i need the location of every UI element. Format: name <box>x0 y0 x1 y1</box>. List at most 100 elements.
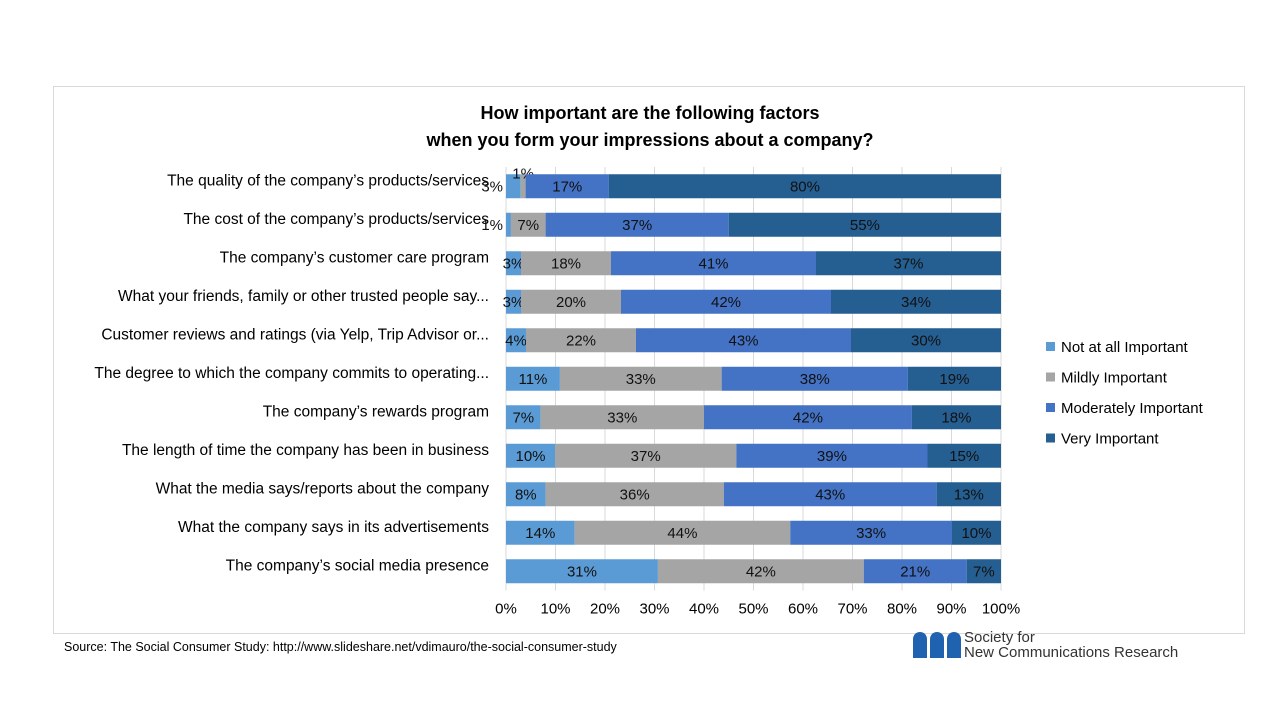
bar-segment <box>831 289 1001 314</box>
data-label: 10% <box>515 448 545 465</box>
x-tick-label: 20% <box>590 601 620 618</box>
chart-frame <box>53 86 1245 634</box>
data-label: 36% <box>620 486 650 503</box>
logo-line-2: New Communications Research <box>964 644 1179 661</box>
data-label: 7% <box>973 563 995 580</box>
bar-segment <box>728 212 1001 237</box>
data-label: 33% <box>626 371 656 388</box>
bar-segment <box>559 366 722 391</box>
data-label: 3% <box>503 294 525 311</box>
legend-swatch <box>1046 372 1055 382</box>
bar-segment <box>723 482 937 507</box>
bar-segment <box>506 212 511 237</box>
data-label: 44% <box>667 525 697 542</box>
data-label: 7% <box>517 217 539 234</box>
data-label: 22% <box>566 332 596 349</box>
x-tick-label: 70% <box>837 601 867 618</box>
bar-segment <box>951 520 1001 545</box>
bar-segment <box>816 251 1001 276</box>
data-label: 42% <box>746 563 776 580</box>
bar-segment <box>521 289 621 314</box>
bar-segment <box>608 174 1001 199</box>
legend-swatch <box>1046 403 1055 412</box>
legend-swatch <box>1046 433 1055 443</box>
data-label: 34% <box>901 294 931 311</box>
category-label: The company’s social media presence <box>226 557 489 574</box>
bar-segment <box>863 559 967 584</box>
bar-segment <box>636 328 851 353</box>
data-label: 41% <box>698 255 728 272</box>
bar-segment <box>506 520 575 545</box>
bar-segment <box>506 482 546 507</box>
bar-segment <box>621 289 831 314</box>
title-line-2: when you form your impressions about a c… <box>426 130 874 150</box>
bar-segment <box>574 520 791 545</box>
bar-segment <box>525 174 609 199</box>
data-label: 33% <box>607 409 637 426</box>
bar-segment <box>510 212 546 237</box>
category-label: The length of time the company has been … <box>122 442 489 459</box>
bar-segment <box>526 328 636 353</box>
bar-segment <box>936 482 1001 507</box>
data-label: 31% <box>567 563 597 580</box>
data-label: 37% <box>622 217 652 234</box>
bar-segment <box>545 212 729 237</box>
bar-segment <box>927 443 1001 468</box>
bar-segment <box>736 443 928 468</box>
legend-entry: Mildly Important <box>1061 370 1168 387</box>
bar-segment <box>506 251 521 276</box>
source-note: Source: The Social Consumer Study: http:… <box>64 640 617 654</box>
category-label: The cost of the company’s products/servi… <box>183 211 489 228</box>
data-label: 1% <box>481 217 503 234</box>
bar-segment <box>911 405 1001 430</box>
bar-segment <box>506 289 521 314</box>
bar-segment <box>790 520 952 545</box>
data-label: 18% <box>941 409 971 426</box>
data-label: 43% <box>815 486 845 503</box>
data-label: 14% <box>525 525 555 542</box>
bar-segment <box>721 366 908 391</box>
category-label: What the media says/reports about the co… <box>156 480 490 497</box>
data-label: 21% <box>900 563 930 580</box>
data-label: 43% <box>728 332 758 349</box>
bar-segment <box>506 443 556 468</box>
bar-segment <box>506 328 526 353</box>
bar-segment <box>545 482 724 507</box>
x-tick-label: 30% <box>639 601 669 618</box>
data-label: 20% <box>556 294 586 311</box>
category-label: The company’s rewards program <box>263 403 489 420</box>
data-label: 30% <box>911 332 941 349</box>
x-tick-label: 40% <box>689 601 719 618</box>
data-label: 80% <box>790 178 820 195</box>
data-label: 3% <box>481 178 503 195</box>
sncr-logo: Society for New Communications Research <box>913 630 1178 660</box>
data-label: 19% <box>939 371 969 388</box>
data-label: 55% <box>850 217 880 234</box>
bar-segment <box>657 559 864 584</box>
title-line-1: How important are the following factors <box>480 103 820 123</box>
bar-segment <box>555 443 737 468</box>
logo-line-1: Society for <box>964 629 1035 646</box>
bar-segment <box>907 366 1001 391</box>
data-label: 38% <box>800 371 830 388</box>
data-label: 33% <box>856 525 886 542</box>
data-label: 8% <box>515 486 537 503</box>
bar-segment <box>506 174 521 199</box>
bar-segment <box>521 251 611 276</box>
bar-segment <box>506 366 560 391</box>
bar-segment <box>966 559 1001 584</box>
data-label: 42% <box>711 294 741 311</box>
data-label: 37% <box>893 255 923 272</box>
data-label: 18% <box>551 255 581 272</box>
x-tick-label: 0% <box>495 601 517 618</box>
data-label: 42% <box>793 409 823 426</box>
data-label: 11% <box>518 371 547 388</box>
category-label: Customer reviews and ratings (via Yelp, … <box>101 326 489 343</box>
bar-segment <box>540 405 704 430</box>
x-tick-label: 60% <box>788 601 818 618</box>
bar-segment <box>506 405 541 430</box>
legend-entry: Moderately Important <box>1061 400 1204 417</box>
category-label: What your friends, family or other trust… <box>118 288 489 305</box>
category-label: What the company says in its advertiseme… <box>178 519 489 536</box>
